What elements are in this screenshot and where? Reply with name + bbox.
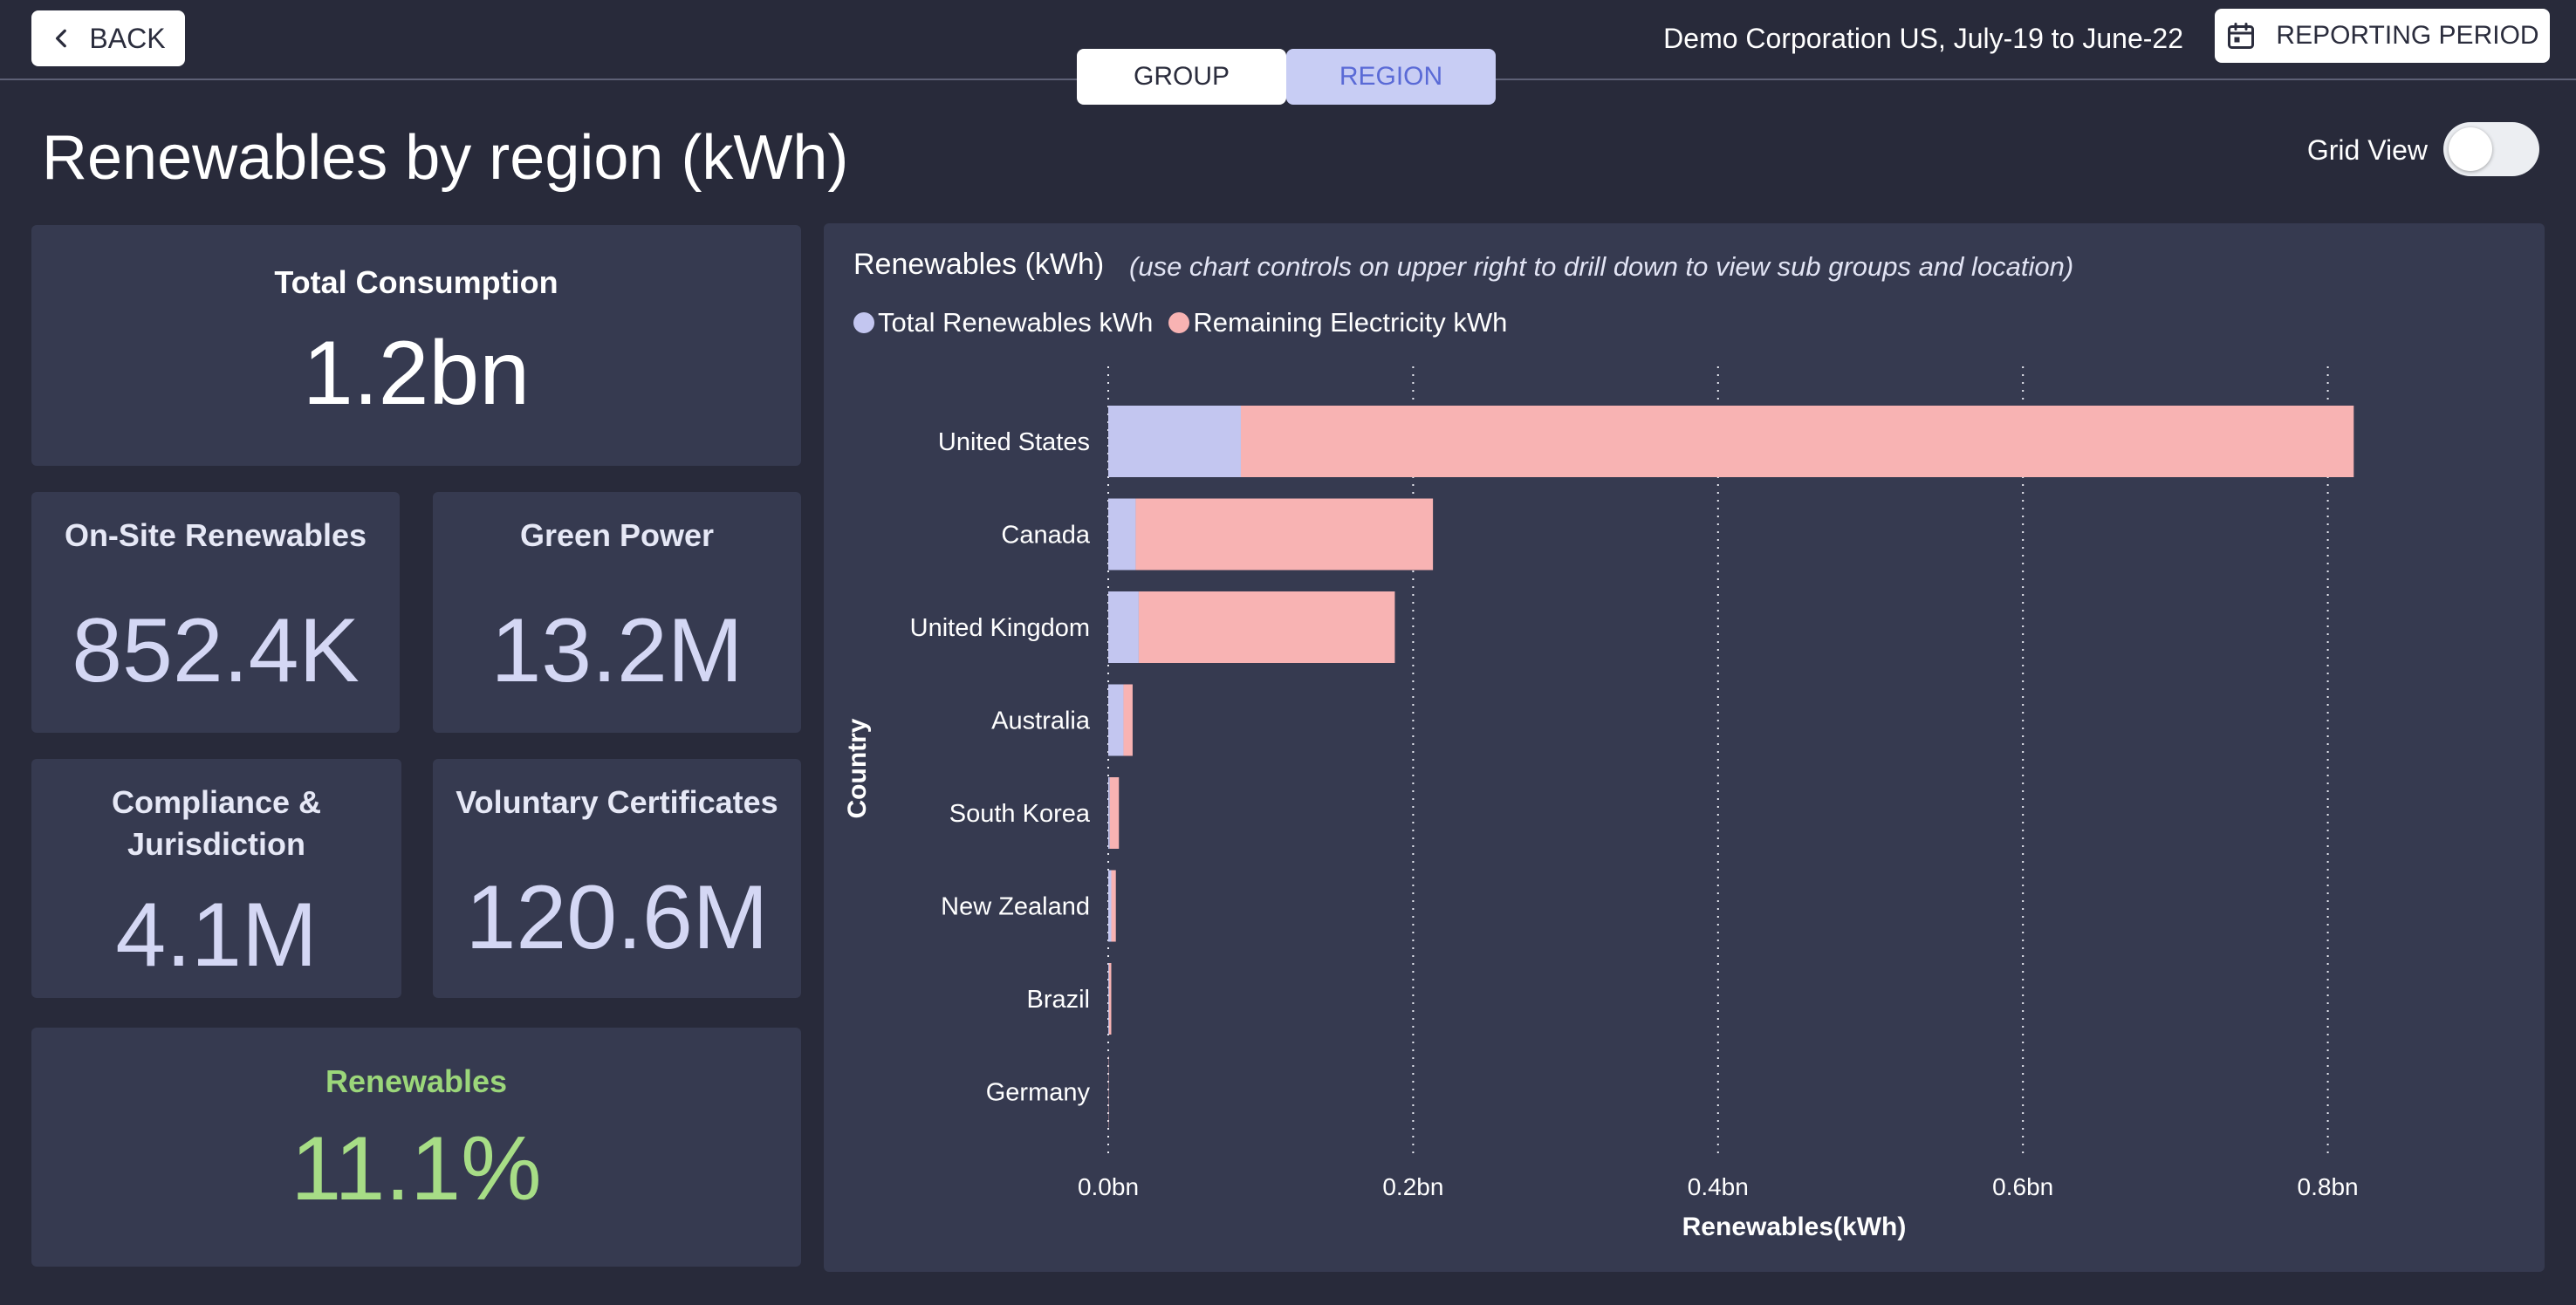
x-tick-label: 0.0bn bbox=[1078, 1173, 1139, 1200]
chevron-left-icon bbox=[56, 29, 67, 48]
bar-renewables[interactable] bbox=[1108, 498, 1136, 571]
renewables-chart-panel: Renewables (kWh) (use chart controls on … bbox=[824, 223, 2545, 1272]
legend-dot-renewables bbox=[853, 312, 874, 333]
legend-dot-remaining bbox=[1168, 312, 1190, 333]
bar-remaining[interactable] bbox=[1111, 870, 1116, 942]
company-period-text: Demo Corporation US, July-19 to June-22 bbox=[1663, 23, 2183, 54]
x-tick-label: 0.4bn bbox=[1688, 1173, 1749, 1200]
bar-renewables[interactable] bbox=[1108, 870, 1112, 942]
grid-view-toggle[interactable] bbox=[2443, 122, 2539, 176]
tab-region[interactable]: REGION bbox=[1286, 49, 1496, 105]
bar-renewables[interactable] bbox=[1108, 777, 1110, 849]
voluntary-certificates-label: Voluntary Certificates bbox=[456, 784, 778, 820]
grid-view-label: Grid View bbox=[2306, 134, 2428, 166]
category-label: Germany bbox=[986, 1079, 1091, 1107]
x-tick-label: 0.6bn bbox=[1992, 1173, 2053, 1200]
bar-renewables[interactable] bbox=[1108, 684, 1124, 756]
category-label: New Zealand bbox=[941, 893, 1090, 921]
reporting-period-button[interactable]: REPORTING PERIOD bbox=[2215, 9, 2550, 63]
legend-label-remaining: Remaining Electricity kWh bbox=[1193, 307, 1508, 338]
x-tick-label: 0.8bn bbox=[2298, 1173, 2359, 1200]
category-label: Brazil bbox=[1026, 986, 1090, 1014]
compliance-label-line1: Compliance & bbox=[111, 784, 322, 820]
bar-renewables[interactable] bbox=[1108, 963, 1109, 1035]
category-label: Canada bbox=[1001, 522, 1090, 550]
compliance-value: 4.1M bbox=[115, 885, 318, 986]
chart-title: Renewables (kWh) bbox=[853, 248, 1105, 281]
bar-remaining[interactable] bbox=[1108, 963, 1112, 1035]
category-label: Australia bbox=[991, 707, 1091, 735]
y-axis-title: Country bbox=[843, 718, 872, 818]
bar-remaining[interactable] bbox=[1138, 591, 1395, 663]
calendar-icon bbox=[2228, 23, 2255, 49]
chart-legend: Total Renewables kWh Remaining Electrici… bbox=[853, 307, 1507, 338]
category-label: United States bbox=[938, 428, 1090, 456]
bar-remaining[interactable] bbox=[1123, 684, 1133, 756]
bar-remaining[interactable] bbox=[1109, 777, 1120, 849]
on-site-renewables-card: On-Site Renewables 852.4K bbox=[31, 492, 400, 733]
category-label: South Korea bbox=[949, 800, 1091, 828]
voluntary-certificates-value: 120.6M bbox=[465, 867, 769, 968]
compliance-jurisdiction-card: Compliance & Jurisdiction 4.1M bbox=[31, 759, 401, 998]
page-title: Renewables by region (kWh) bbox=[42, 123, 849, 193]
legend-label-renewables: Total Renewables kWh bbox=[878, 307, 1154, 338]
renewables-value: 11.1% bbox=[291, 1118, 542, 1220]
on-site-renewables-label: On-Site Renewables bbox=[64, 517, 367, 553]
renewables-label: Renewables bbox=[325, 1063, 508, 1099]
bar-remaining[interactable] bbox=[1135, 498, 1434, 571]
bar-chart: 0.0bn 0.2bn 0.4bn 0.6bn 0.8bn United States Ca… bbox=[843, 366, 2359, 1241]
legend-item-remaining[interactable]: Remaining Electricity kWh bbox=[1168, 307, 1507, 338]
green-power-card: Green Power 13.2M bbox=[433, 492, 801, 733]
bar-renewables[interactable] bbox=[1108, 591, 1139, 663]
on-site-renewables-value: 852.4K bbox=[72, 600, 360, 701]
category-label: United Kingdom bbox=[910, 614, 1090, 642]
total-consumption-card: Total Consumption 1.2bn bbox=[31, 225, 801, 466]
toggle-knob bbox=[2449, 127, 2492, 171]
renewables-card: Renewables 11.1% bbox=[31, 1028, 801, 1267]
chart-note: (use chart controls on upper right to dr… bbox=[1129, 251, 2074, 282]
x-axis-title: Renewables(kWh) bbox=[1682, 1213, 1907, 1241]
bar-remaining[interactable] bbox=[1240, 406, 2354, 477]
back-label: BACK bbox=[89, 22, 166, 54]
green-power-value: 13.2M bbox=[490, 600, 743, 701]
green-power-label: Green Power bbox=[519, 517, 715, 553]
legend-item-renewables[interactable]: Total Renewables kWh bbox=[853, 307, 1153, 338]
total-consumption-value: 1.2bn bbox=[302, 323, 531, 424]
tab-group[interactable]: GROUP bbox=[1077, 49, 1286, 105]
compliance-label-line2: Jurisdiction bbox=[127, 826, 306, 862]
reporting-period-label: REPORTING PERIOD bbox=[2276, 21, 2539, 50]
voluntary-certificates-card: Voluntary Certificates 120.6M bbox=[433, 759, 801, 998]
x-tick-label: 0.2bn bbox=[1382, 1173, 1443, 1200]
bar-renewables[interactable] bbox=[1108, 406, 1241, 477]
total-consumption-label: Total Consumption bbox=[274, 264, 558, 300]
back-button[interactable]: BACK bbox=[31, 10, 185, 66]
